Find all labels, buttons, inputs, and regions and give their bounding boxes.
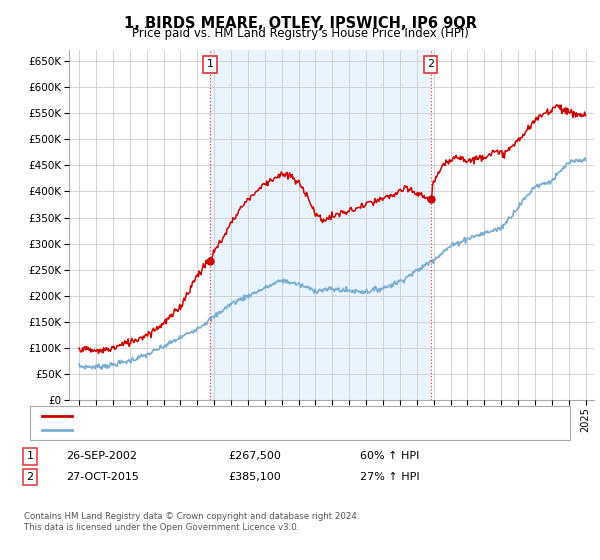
Text: £385,100: £385,100 [228,472,281,482]
Text: 1, BIRDS MEARE, OTLEY, IPSWICH, IP6 9QR (detached house): 1, BIRDS MEARE, OTLEY, IPSWICH, IP6 9QR … [81,411,398,421]
Text: £267,500: £267,500 [228,451,281,461]
Text: 1, BIRDS MEARE, OTLEY, IPSWICH, IP6 9QR: 1, BIRDS MEARE, OTLEY, IPSWICH, IP6 9QR [124,16,476,31]
Text: 60% ↑ HPI: 60% ↑ HPI [360,451,419,461]
Bar [210,50,431,400]
Text: 27% ↑ HPI: 27% ↑ HPI [360,472,419,482]
Text: 1: 1 [206,59,214,69]
Text: Contains HM Land Registry data © Crown copyright and database right 2024.
This d: Contains HM Land Registry data © Crown c… [24,512,359,532]
Text: 27-OCT-2015: 27-OCT-2015 [66,472,139,482]
Text: Price paid vs. HM Land Registry's House Price Index (HPI): Price paid vs. HM Land Registry's House … [131,27,469,40]
Text: HPI: Average price, detached house, East Suffolk: HPI: Average price, detached house, East… [81,425,336,435]
Text: 26-SEP-2002: 26-SEP-2002 [66,451,137,461]
Text: 2: 2 [427,59,434,69]
Text: 1: 1 [26,451,34,461]
Text: 2: 2 [26,472,34,482]
